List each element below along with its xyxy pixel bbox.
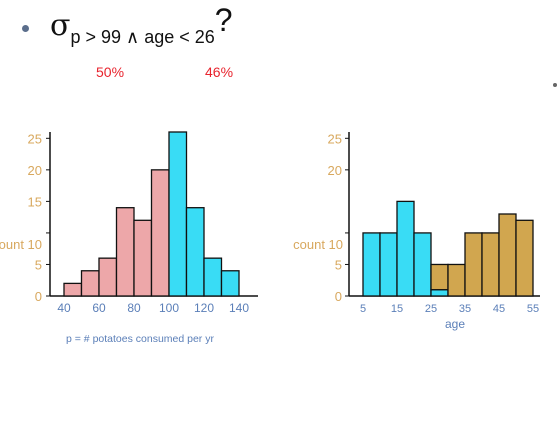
x-tick-label: 15 bbox=[391, 303, 403, 315]
histogram-bar bbox=[430, 289, 449, 297]
percentage-age: 46% bbox=[205, 64, 234, 80]
histogram-bar bbox=[379, 232, 398, 297]
sigma-symbol: σ bbox=[50, 8, 71, 43]
y-tick-label: 5 bbox=[335, 257, 342, 272]
x-tick-label: 140 bbox=[229, 301, 249, 315]
histogram-bar bbox=[185, 207, 205, 297]
histogram-bar bbox=[498, 213, 517, 297]
histogram-bar bbox=[430, 263, 449, 291]
y-tick-label: 0 bbox=[335, 289, 342, 304]
x-tick-label: 100 bbox=[159, 301, 179, 315]
histogram-bar bbox=[168, 131, 188, 297]
x-tick-label: 80 bbox=[127, 301, 141, 315]
histogram-bar bbox=[464, 232, 483, 297]
bullet-point-partial bbox=[553, 83, 557, 87]
y-tick-label: 25 bbox=[328, 131, 342, 146]
histogram-bar bbox=[133, 219, 153, 297]
x-tick-label: 45 bbox=[493, 303, 505, 315]
histogram-bar bbox=[80, 270, 100, 297]
x-axis-label: age bbox=[445, 317, 465, 331]
histogram-bar bbox=[220, 270, 240, 297]
histogram-bar bbox=[98, 257, 118, 297]
y-axis-label: count 10 bbox=[0, 237, 42, 252]
y-tick-label: 15 bbox=[28, 194, 42, 209]
histogram-bar bbox=[203, 257, 223, 297]
x-tick-label: 60 bbox=[92, 301, 106, 315]
histogram-bar bbox=[150, 169, 170, 297]
histogram-bar bbox=[63, 282, 83, 297]
y-tick-label: 5 bbox=[35, 257, 42, 272]
x-tick-label: 25 bbox=[425, 303, 437, 315]
histogram-bar bbox=[447, 263, 466, 297]
bullet-point bbox=[22, 25, 29, 32]
percentage-potatoes: 50% bbox=[96, 64, 125, 80]
histogram-bar bbox=[396, 200, 415, 297]
x-tick-label: 40 bbox=[57, 301, 71, 315]
histogram-bar bbox=[413, 232, 432, 297]
histogram-bar bbox=[362, 232, 381, 297]
x-tick-label: 120 bbox=[194, 301, 214, 315]
histogram-bar bbox=[515, 219, 534, 297]
y-tick-label: 0 bbox=[35, 289, 42, 304]
histogram-bar bbox=[481, 232, 500, 297]
y-tick-label: 25 bbox=[28, 131, 42, 146]
selection-expression: σp > 99 ∧ age < 26? bbox=[50, 2, 233, 47]
x-tick-label: 55 bbox=[527, 303, 539, 315]
histogram-bar bbox=[115, 207, 135, 297]
y-axis-label: count 10 bbox=[293, 237, 343, 252]
x-axis-label: p = # potatoes consumed per yr bbox=[66, 333, 214, 345]
x-tick-label: 5 bbox=[360, 303, 366, 315]
question-mark: ? bbox=[214, 2, 233, 38]
y-tick-label: 20 bbox=[328, 163, 342, 178]
x-tick-label: 35 bbox=[459, 303, 471, 315]
y-tick-label: 20 bbox=[28, 163, 42, 178]
selection-condition: p > 99 ∧ age < 26 bbox=[70, 27, 215, 47]
